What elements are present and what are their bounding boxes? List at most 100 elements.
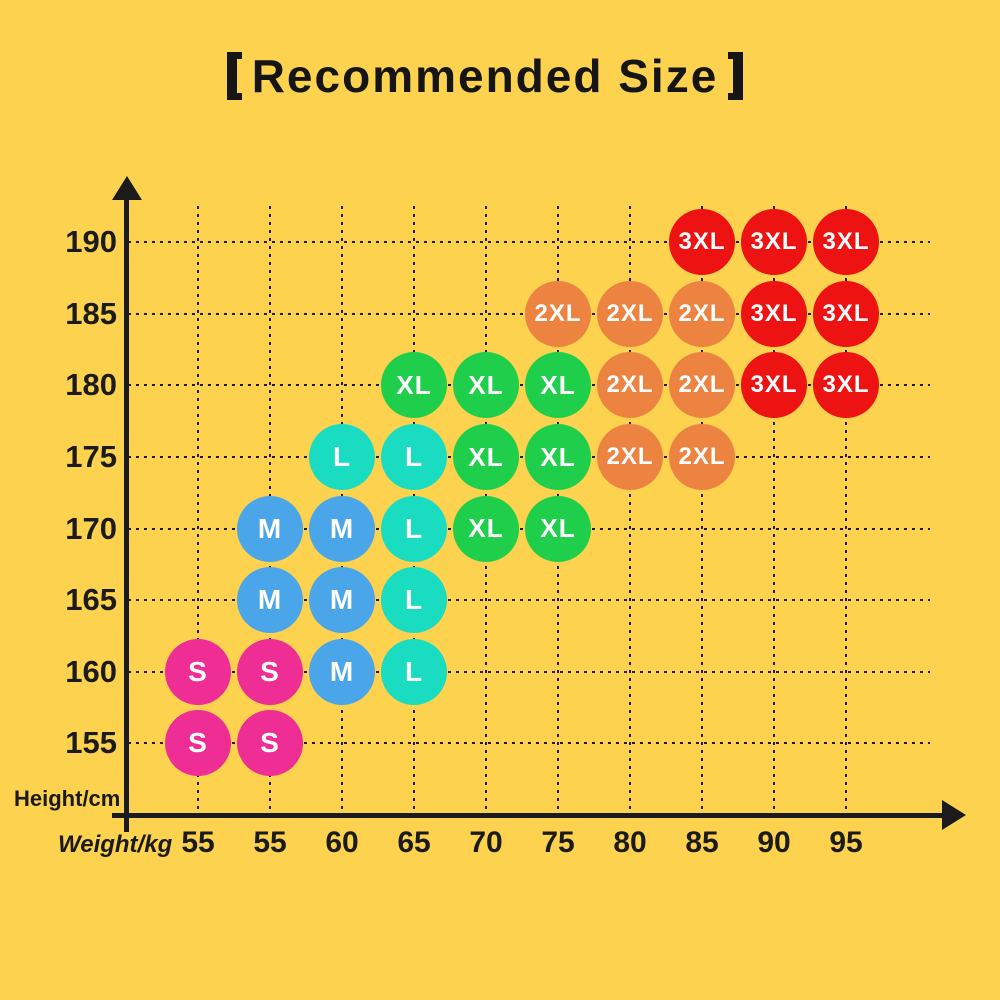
- size-bubble: XL: [453, 424, 519, 490]
- size-bubble: L: [381, 638, 447, 705]
- x-tick-label: 90: [757, 826, 791, 859]
- x-tick-label: 65: [397, 826, 431, 859]
- grid-line-vertical: [629, 206, 631, 815]
- y-tick-label: 170: [65, 510, 117, 546]
- size-bubble: XL: [525, 495, 591, 562]
- size-bubble: L: [381, 495, 447, 562]
- size-bubble: 2XL: [669, 352, 735, 419]
- size-bubble-label: L: [404, 512, 424, 544]
- size-bubble-label: 2XL: [606, 371, 654, 399]
- size-bubble-label: XL: [540, 513, 576, 544]
- grid-line-vertical: [701, 206, 703, 815]
- x-axis-line: [112, 813, 946, 818]
- size-bubble-label: S: [260, 655, 280, 687]
- page-title-text: Recommended Size: [251, 50, 719, 102]
- size-bubble-label: S: [260, 727, 280, 759]
- x-tick-label: 80: [613, 826, 647, 859]
- size-bubble: 3XL: [669, 209, 735, 276]
- size-bubble: 3XL: [741, 209, 807, 276]
- size-bubble: 2XL: [597, 280, 663, 347]
- size-bubble-label: S: [188, 727, 208, 759]
- y-tick-label: 160: [65, 653, 117, 689]
- size-bubble-label: M: [257, 512, 283, 544]
- size-bubble-label: 2XL: [606, 299, 654, 327]
- size-bubble: L: [309, 424, 375, 490]
- size-bubble-label: 2XL: [678, 299, 726, 327]
- x-tick-label: 75: [541, 826, 575, 859]
- x-tick-label: 70: [469, 826, 503, 859]
- size-bubble-label: XL: [396, 369, 432, 400]
- title-bracket-left-icon: [226, 52, 242, 100]
- size-bubble: S: [237, 710, 303, 777]
- size-bubble-label: 2XL: [678, 443, 726, 470]
- size-bubble-label: M: [329, 512, 355, 544]
- size-bubble-label: M: [257, 584, 283, 616]
- grid-line-vertical: [845, 206, 847, 815]
- size-bubble-label: XL: [468, 513, 504, 544]
- size-bubble: M: [309, 495, 375, 562]
- size-bubble: 2XL: [525, 280, 591, 347]
- size-bubble-label: XL: [468, 369, 504, 400]
- x-axis-label: Weight/kg: [58, 831, 173, 858]
- size-bubble-label: M: [329, 655, 355, 687]
- size-bubble: XL: [381, 352, 447, 419]
- size-bubble-label: L: [404, 441, 424, 472]
- size-bubble: XL: [453, 495, 519, 562]
- grid-line-horizontal: [128, 670, 930, 673]
- y-axis-line: [124, 196, 129, 832]
- size-bubble-label: XL: [540, 441, 576, 472]
- title-bracket-right-icon: [728, 52, 744, 100]
- size-bubble-label: 3XL: [678, 228, 726, 256]
- size-bubble: XL: [525, 424, 591, 490]
- size-bubble: 2XL: [669, 424, 735, 490]
- grid-line-horizontal: [128, 599, 930, 602]
- size-bubble: M: [237, 495, 303, 562]
- size-bubble-label: M: [329, 584, 355, 616]
- size-bubble-label: L: [404, 655, 424, 687]
- size-bubble: XL: [453, 352, 519, 419]
- size-bubble: S: [165, 710, 231, 777]
- size-bubble: 2XL: [597, 424, 663, 490]
- size-bubble-label: 3XL: [822, 299, 870, 327]
- size-bubble-label: 2XL: [678, 371, 726, 399]
- y-tick-label: 165: [65, 582, 117, 618]
- grid-line-vertical: [773, 206, 775, 815]
- size-bubble-label: 3XL: [822, 371, 870, 399]
- size-bubble: M: [309, 567, 375, 634]
- size-bubble-label: XL: [468, 441, 504, 472]
- x-tick-label: 60: [325, 826, 359, 859]
- size-bubble-label: 2XL: [534, 299, 582, 327]
- size-bubble: L: [381, 424, 447, 490]
- size-bubble-label: S: [188, 655, 208, 687]
- y-tick-label: 185: [65, 295, 117, 331]
- y-tick-label: 180: [65, 367, 117, 403]
- size-bubble: L: [381, 567, 447, 634]
- x-tick-label: 95: [829, 826, 863, 859]
- size-bubble: S: [165, 638, 231, 705]
- grid-line-horizontal: [128, 742, 930, 745]
- size-bubble: 3XL: [813, 209, 879, 276]
- size-bubble: 2XL: [597, 352, 663, 419]
- size-bubble: 3XL: [813, 352, 879, 419]
- size-bubble-label: L: [404, 584, 424, 616]
- size-bubble-label: 3XL: [822, 228, 870, 256]
- size-bubble: 3XL: [813, 280, 879, 347]
- size-bubble: S: [237, 638, 303, 705]
- grid-line-vertical: [197, 206, 199, 815]
- size-bubble-label: 2XL: [606, 443, 654, 470]
- y-axis-arrow-icon: [112, 176, 142, 200]
- page-title: Recommended Size: [0, 44, 970, 108]
- y-tick-label: 175: [65, 439, 117, 474]
- size-bubble: M: [309, 638, 375, 705]
- size-bubble-label: XL: [540, 369, 576, 400]
- y-axis-label: Height/cm: [14, 786, 121, 811]
- size-bubble: 3XL: [741, 352, 807, 419]
- x-tick-label: 55: [181, 826, 215, 859]
- size-bubble-label: 3XL: [750, 371, 798, 399]
- size-bubble-label: 3XL: [750, 299, 798, 327]
- y-tick-label: 155: [65, 725, 117, 761]
- x-tick-label: 85: [685, 826, 719, 859]
- y-tick-label: 190: [65, 224, 117, 260]
- x-axis-arrow-icon: [942, 800, 966, 830]
